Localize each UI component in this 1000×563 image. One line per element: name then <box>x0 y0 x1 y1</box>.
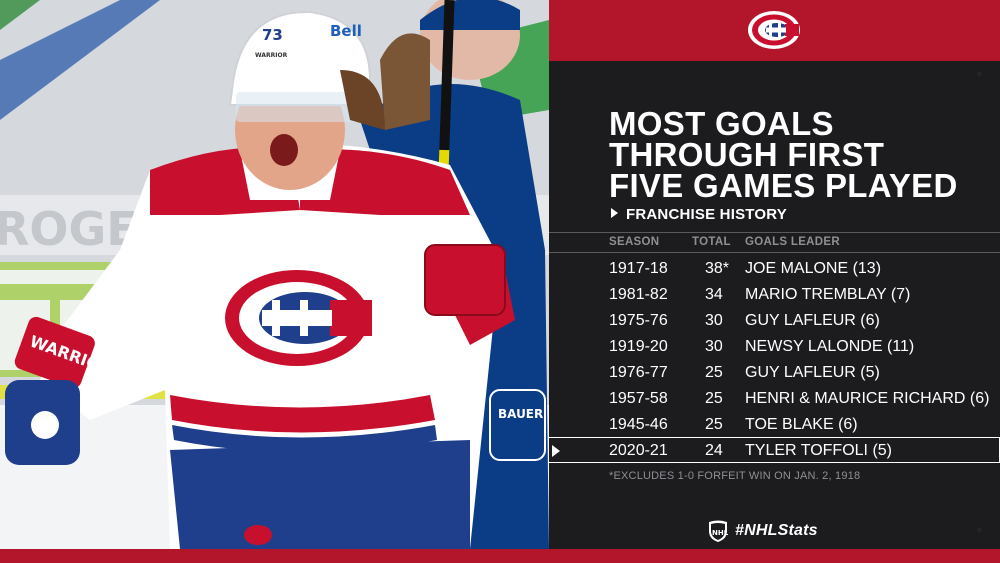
row-total: 38* <box>705 260 730 277</box>
row-season: 1945-46 <box>609 416 668 433</box>
row-leader: MARIO TREMBLAY (7) <box>745 286 911 303</box>
bottom-accent-bar <box>0 549 1000 563</box>
celebration-illustration: ROGER BAUER <box>0 0 549 549</box>
row-total: 25 <box>705 416 723 433</box>
table-row: 1976-77 25 GUY LAFLEUR (5) <box>549 360 1000 386</box>
row-leader: TOE BLAKE (6) <box>745 416 858 433</box>
opponent-glove-text: BAUER <box>498 407 543 421</box>
headline-line-2: THROUGH FIRST <box>609 136 885 173</box>
row-total: 34 <box>705 286 723 303</box>
row-leader: TYLER TOFFOLI (5) <box>745 442 892 459</box>
nhl-shield-icon: NHL <box>709 520 729 542</box>
decor-dots: ⁘ <box>976 70 984 79</box>
row-leader: JOE MALONE (13) <box>745 260 882 277</box>
row-total: 30 <box>705 312 723 329</box>
svg-text:NHL: NHL <box>712 529 729 537</box>
nhl-branding: NHL #NHLStats <box>707 519 818 543</box>
table-row: 1981-82 34 MARIO TREMBLAY (7) <box>549 282 1000 308</box>
row-season: 1919-20 <box>609 338 668 355</box>
row-total: 25 <box>705 390 723 407</box>
divider-top <box>549 232 1000 233</box>
stats-panel: ⁘ ⁘ MOST GOALS THROUGH FIRST FIVE GAMES … <box>549 0 1000 549</box>
headline-line-1: MOST GOALS <box>609 105 834 142</box>
column-header-total: TOTAL <box>692 236 731 248</box>
canadiens-logo-icon <box>748 11 800 49</box>
row-leader: HENRI & MAURICE RICHARD (6) <box>745 390 990 407</box>
hashtag: #NHLStats <box>735 522 818 539</box>
row-season: 1981-82 <box>609 286 668 303</box>
row-total: 25 <box>705 364 723 381</box>
row-total: 24 <box>705 442 723 459</box>
helmet-label-text: WARRIOR <box>255 52 288 59</box>
table-row: 1957-58 25 HENRI & MAURICE RICHARD (6) <box>549 386 1000 412</box>
helmet-number-text: 73 <box>262 26 283 44</box>
table-row: 1917-18 38* JOE MALONE (13) <box>549 256 1000 282</box>
row-season: 1976-77 <box>609 364 668 381</box>
row-season: 1957-58 <box>609 390 668 407</box>
column-header-leader: GOALS LEADER <box>745 236 840 248</box>
row-season: 1917-18 <box>609 260 668 277</box>
subhead-text: FRANCHISE HISTORY <box>626 206 787 223</box>
column-header-season: SEASON <box>609 236 660 248</box>
helmet-brand-text: Bell <box>330 22 362 40</box>
player-photo: ROGER BAUER <box>0 0 549 549</box>
row-season: 2020-21 <box>609 442 668 459</box>
table-row: 1945-46 25 TOE BLAKE (6) <box>549 412 1000 438</box>
headline: MOST GOALS THROUGH FIRST FIVE GAMES PLAY… <box>609 105 958 204</box>
subhead: FRANCHISE HISTORY <box>611 206 787 223</box>
play-triangle-icon <box>611 208 618 218</box>
divider-header <box>549 252 1000 253</box>
row-leader: GUY LAFLEUR (6) <box>745 312 880 329</box>
decor-dots-bottom: ⁘ <box>976 526 984 535</box>
headline-line-3: FIVE GAMES PLAYED <box>609 167 958 204</box>
table-row: 1975-76 30 GUY LAFLEUR (6) <box>549 308 1000 334</box>
highlight-triangle-icon <box>552 445 560 457</box>
jersey-crest-icon <box>225 270 372 366</box>
footnote: *EXCLUDES 1-0 FORFEIT WIN ON JAN. 2, 191… <box>609 470 861 482</box>
row-leader: GUY LAFLEUR (5) <box>745 364 880 381</box>
table-row-highlighted: 2020-21 24 TYLER TOFFOLI (5) <box>549 437 1000 463</box>
table-row: 1919-20 30 NEWSY LALONDE (11) <box>549 334 1000 360</box>
row-season: 1975-76 <box>609 312 668 329</box>
row-leader: NEWSY LALONDE (11) <box>745 338 915 355</box>
row-total: 30 <box>705 338 723 355</box>
